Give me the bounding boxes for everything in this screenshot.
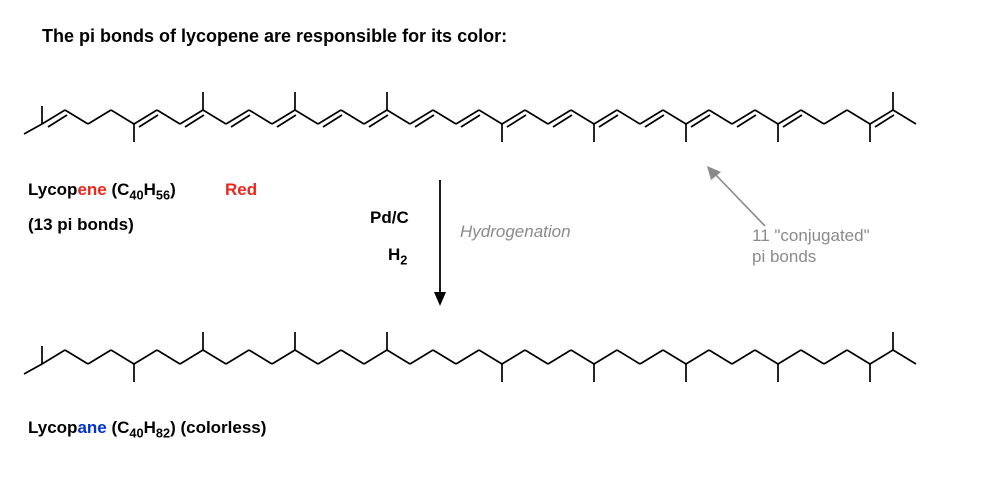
lycopene-h-prefix: H (144, 180, 156, 199)
lycopene-structure (18, 82, 978, 152)
lycopane-name-suffix: ane (77, 418, 106, 437)
lycopene-c-count: 40 (129, 187, 143, 202)
annotation-text: 11 "conjugated" pi bonds (752, 225, 870, 268)
lycopane-formula-open: (C (107, 418, 130, 437)
process-label: Hydrogenation (460, 222, 571, 242)
reagent-sub: 2 (400, 252, 407, 267)
lycopane-formula-close: ) (colorless) (170, 418, 266, 437)
annotation-line1: 11 "conjugated" (752, 226, 870, 245)
lycopane-structure (18, 322, 978, 392)
lycopane-name-prefix: Lycop (28, 418, 77, 437)
lycopene-name-prefix: Lycop (28, 180, 77, 199)
diagram-title: The pi bonds of lycopene are responsible… (42, 26, 507, 47)
lycopane-c-count: 40 (129, 425, 143, 440)
lycopane-h-prefix: H (144, 418, 156, 437)
reaction-arrow (420, 178, 460, 308)
lycopene-name-suffix: ene (77, 180, 106, 199)
lycopene-pi-bonds-label: (13 pi bonds) (28, 215, 134, 235)
lycopene-formula-close: ) (170, 180, 176, 199)
annotation-line2: pi bonds (752, 247, 816, 266)
catalyst-label: Pd/C (370, 208, 409, 228)
lycopene-name-label: Lycopene (C40H56) (28, 180, 176, 202)
reagent-prefix: H (388, 245, 400, 264)
lycopene-formula-open: (C (107, 180, 130, 199)
lycopene-h-count: 56 (156, 187, 170, 202)
lycopene-color-label: Red (225, 180, 257, 200)
lycopane-h-count: 82 (156, 425, 170, 440)
reagent-label: H2 (388, 245, 407, 267)
lycopane-name-label: Lycopane (C40H82) (colorless) (28, 418, 266, 440)
